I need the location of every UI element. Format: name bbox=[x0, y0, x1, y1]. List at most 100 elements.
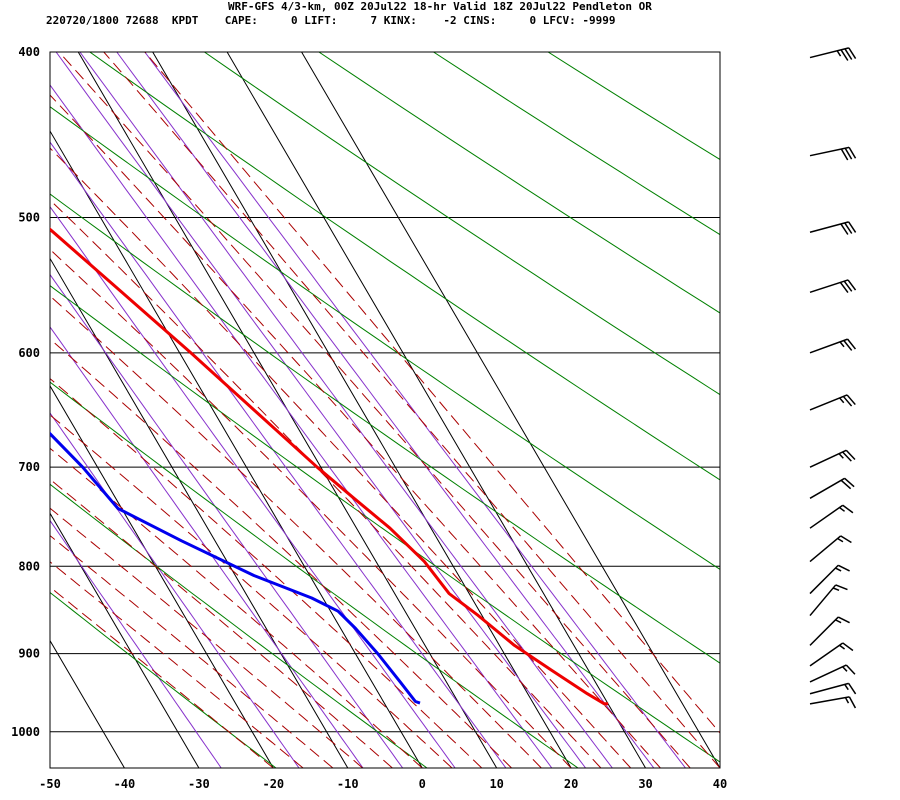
moist-adiabat-line bbox=[50, 561, 304, 768]
wind-barb bbox=[809, 664, 856, 683]
moist-adiabat-line bbox=[50, 338, 512, 768]
mixing-ratio-line bbox=[79, 52, 613, 768]
y-tick-labels: 400 500 600 700 800 900 1000 bbox=[11, 45, 40, 739]
wind-barb-staff bbox=[809, 642, 844, 667]
y-tick-label: 600 bbox=[18, 346, 40, 360]
moist-adiabat-line bbox=[50, 507, 364, 768]
wind-barb-flag bbox=[840, 535, 852, 544]
wind-barb-half-flag bbox=[835, 567, 842, 572]
wind-barb bbox=[809, 279, 857, 294]
y-tick-label: 500 bbox=[18, 211, 40, 225]
moist-adiabat-line bbox=[50, 199, 602, 768]
y-tick-label: 1000 bbox=[11, 725, 40, 739]
isotherm-line bbox=[50, 130, 423, 768]
x-tick-label: -40 bbox=[114, 777, 136, 791]
wind-barb-half-flag bbox=[838, 453, 844, 459]
wind-barb-flag bbox=[844, 147, 853, 160]
sounding-profiles bbox=[50, 227, 609, 706]
x-tick-label: -50 bbox=[39, 777, 61, 791]
wind-barb-flag bbox=[844, 222, 853, 234]
x-tick-label: -10 bbox=[337, 777, 359, 791]
dry-adiabat-line bbox=[318, 52, 720, 314]
chart-title: WRF-GFS 4/3-km, 00Z 20Jul22 18-hr Valid … bbox=[228, 0, 652, 13]
moist-adiabat-line bbox=[103, 52, 720, 768]
wind-barb-flag bbox=[843, 340, 853, 351]
sounding-info: 220720/1800 72688 KPDT CAPE: 0 LIFT: 7 K… bbox=[46, 14, 616, 27]
wind-barb bbox=[809, 616, 850, 646]
wind-barb-staff bbox=[809, 616, 839, 646]
x-tick-label: 30 bbox=[638, 777, 652, 791]
mixing-ratio-line bbox=[50, 84, 553, 768]
x-tick-labels: -50 -40 -30 -20 -10 0 10 20 30 40 bbox=[39, 777, 727, 791]
y-tick-label: 700 bbox=[18, 460, 40, 474]
wind-barb-half-flag bbox=[836, 50, 842, 57]
moist-adiabat-line bbox=[50, 295, 542, 768]
moist-adiabat-lines bbox=[50, 52, 720, 768]
wind-barb bbox=[809, 221, 857, 235]
dry-adiabat-line bbox=[204, 52, 720, 396]
wind-barb-flag bbox=[840, 479, 852, 490]
wind-barb-staff bbox=[809, 682, 849, 695]
moist-adiabat-line bbox=[50, 248, 572, 768]
wind-barb-staff bbox=[809, 221, 849, 233]
wind-barb-flag bbox=[848, 146, 857, 159]
wind-barb-flag bbox=[847, 279, 857, 291]
wind-barb-staff bbox=[809, 664, 847, 683]
wind-barb-half-flag bbox=[839, 506, 846, 512]
wind-barb bbox=[809, 394, 856, 411]
mixing-ratio-line bbox=[50, 141, 507, 768]
wind-barb-flag bbox=[844, 477, 855, 488]
isotherm-line bbox=[226, 52, 646, 768]
wind-barb-flag bbox=[835, 584, 848, 591]
wind-barb-half-flag bbox=[839, 397, 845, 404]
isotherm-line bbox=[50, 384, 274, 768]
y-tick-label: 800 bbox=[18, 559, 40, 573]
wind-barb bbox=[809, 682, 857, 695]
wind-barb-flag bbox=[843, 280, 853, 292]
wind-barb-flag bbox=[840, 148, 849, 161]
wind-barb-flag bbox=[840, 223, 849, 235]
wind-barb bbox=[809, 47, 857, 61]
moist-adiabat-line bbox=[50, 147, 632, 768]
mixing-ratio-line bbox=[50, 273, 404, 768]
isotherm-line bbox=[50, 257, 349, 768]
moist-adiabat-line bbox=[50, 586, 274, 768]
wind-barb-flag bbox=[848, 221, 857, 233]
isotherm-line bbox=[50, 512, 200, 768]
wind-barb-flag bbox=[842, 504, 854, 514]
wind-barb-flag bbox=[845, 664, 856, 675]
dry-adiabat-line bbox=[50, 483, 428, 768]
wind-barb-half-flag bbox=[839, 644, 846, 650]
x-tick-label: 10 bbox=[489, 777, 503, 791]
wind-barb-flag bbox=[839, 281, 849, 294]
wind-barb-half-flag bbox=[837, 537, 844, 543]
wind-barb-half-flag bbox=[839, 341, 845, 348]
dry-adiabat-line bbox=[50, 106, 720, 570]
mixing-ratio-line bbox=[50, 519, 222, 768]
isotherm-line bbox=[50, 639, 125, 768]
x-tick-label: -20 bbox=[262, 777, 284, 791]
isotherm-line bbox=[301, 52, 720, 768]
wind-barb-staff bbox=[809, 394, 848, 411]
wind-barb-flag bbox=[837, 564, 850, 572]
wind-barb-staff bbox=[809, 535, 842, 563]
moist-adiabat-line bbox=[144, 52, 720, 734]
mixing-ratio-line bbox=[116, 52, 655, 768]
moist-adiabat-line bbox=[50, 414, 453, 768]
wind-barb bbox=[809, 504, 854, 529]
wind-barb-half-flag bbox=[842, 666, 848, 672]
mixing-ratio-line bbox=[50, 326, 364, 768]
wind-barb bbox=[809, 564, 850, 595]
wind-barb-staff bbox=[809, 564, 839, 595]
wind-barb-flag bbox=[848, 682, 857, 695]
x-tick-label: 0 bbox=[419, 777, 426, 791]
wind-barb-flag bbox=[837, 616, 850, 624]
wind-barb bbox=[809, 146, 857, 161]
wind-barb-flag bbox=[846, 394, 856, 406]
moist-adiabat-line bbox=[50, 94, 661, 768]
wind-barb-staff bbox=[809, 696, 850, 705]
wind-barb-staff bbox=[809, 477, 846, 499]
wind-barb bbox=[809, 584, 848, 617]
wind-barb-flag bbox=[842, 642, 854, 652]
